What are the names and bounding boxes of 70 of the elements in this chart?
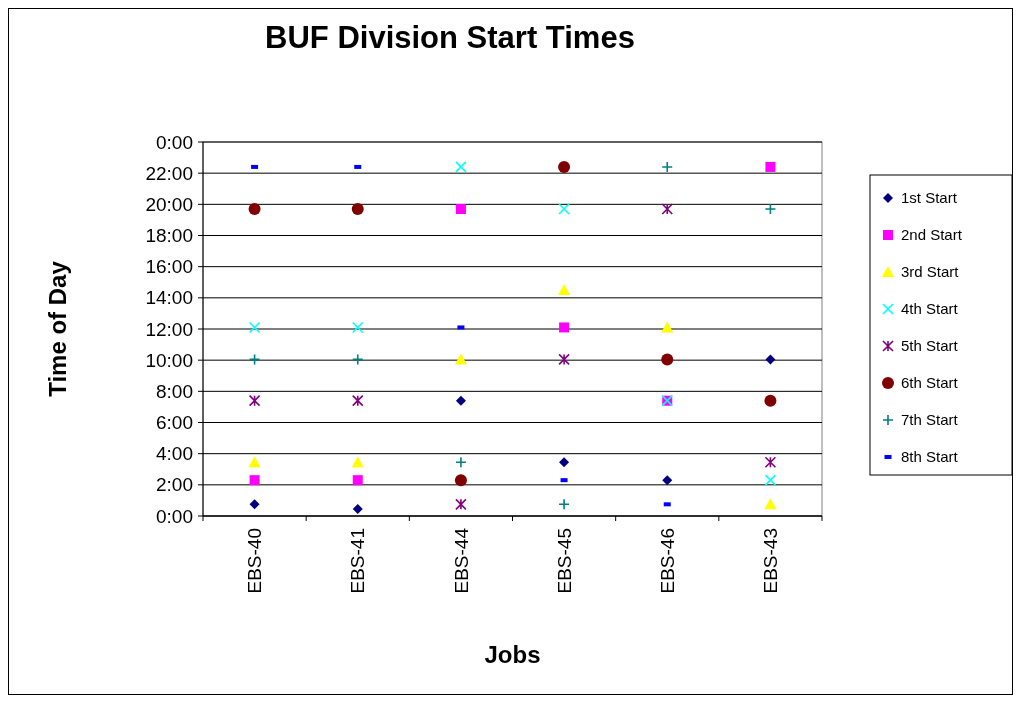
- point: [454, 353, 467, 365]
- point: [764, 498, 777, 510]
- point: [455, 204, 466, 215]
- point: [248, 456, 261, 468]
- x-tick-label: EBS-43: [760, 528, 782, 594]
- point: [765, 354, 776, 365]
- point: [558, 498, 570, 511]
- legend-label: 4th Start: [901, 300, 959, 318]
- point: [661, 161, 674, 173]
- legend-label: 6th Start: [901, 374, 959, 392]
- point: [558, 353, 570, 366]
- y-tick-label: 14:00: [145, 287, 193, 309]
- point: [558, 203, 570, 215]
- y-tick-label: 20:00: [145, 193, 193, 215]
- point: [454, 474, 467, 487]
- point: [249, 475, 260, 486]
- legend-label: 8th Start: [901, 448, 959, 466]
- x-axis-title: Jobs: [484, 641, 541, 668]
- y-tick-label: 16:00: [145, 256, 193, 278]
- point: [764, 203, 777, 215]
- point: [559, 322, 570, 333]
- point: [351, 321, 364, 334]
- point: [764, 474, 777, 486]
- point: [248, 394, 261, 407]
- point: [559, 457, 570, 468]
- y-tick-label: 6:00: [156, 412, 193, 434]
- point: [352, 475, 363, 486]
- y-tick-label: 22:00: [145, 162, 193, 184]
- legend-label: 2nd Start: [901, 226, 963, 244]
- x-tick-label: EBS-46: [656, 528, 678, 594]
- x-tick-label: EBS-40: [244, 528, 266, 594]
- point: [661, 321, 674, 333]
- point: [351, 203, 364, 216]
- legend-label: 7th Start: [901, 411, 959, 429]
- point: [455, 498, 467, 511]
- y-tick-label: 10:00: [145, 349, 193, 371]
- point: [352, 503, 363, 514]
- y-tick-label: 8:00: [156, 380, 193, 402]
- legend-label: 1st Start: [901, 189, 958, 207]
- point: [351, 353, 364, 366]
- y-tick-label: 12:00: [145, 318, 193, 340]
- point: [455, 395, 466, 406]
- point: [558, 284, 571, 296]
- point: [661, 203, 674, 215]
- point: [248, 353, 261, 366]
- point: [351, 456, 364, 468]
- y-tick-label: 0:00: [156, 131, 193, 153]
- x-tick-label: EBS-41: [347, 528, 369, 594]
- point: [248, 203, 261, 216]
- point: [248, 321, 261, 334]
- x-tick-label: EBS-45: [553, 528, 575, 594]
- point: [765, 161, 776, 172]
- point: [661, 353, 674, 366]
- point: [351, 394, 364, 407]
- y-tick-label: 0:00: [156, 505, 193, 527]
- legend-label: 3rd Start: [901, 263, 960, 281]
- point: [249, 499, 260, 510]
- point: [764, 394, 777, 407]
- x-tick-label: EBS-44: [450, 527, 472, 594]
- point: [764, 456, 777, 469]
- legend-label: 5th Start: [901, 337, 959, 355]
- point: [455, 456, 467, 469]
- point: [558, 160, 571, 173]
- y-tick-label: 4:00: [156, 443, 193, 465]
- y-tick-label: 18:00: [145, 225, 193, 247]
- chart-title: BUF Division Start Times: [265, 20, 635, 55]
- point: [455, 161, 467, 173]
- point: [662, 475, 673, 486]
- y-axis-title: Time of Day: [44, 260, 71, 397]
- y-tick-label: 2:00: [156, 474, 193, 496]
